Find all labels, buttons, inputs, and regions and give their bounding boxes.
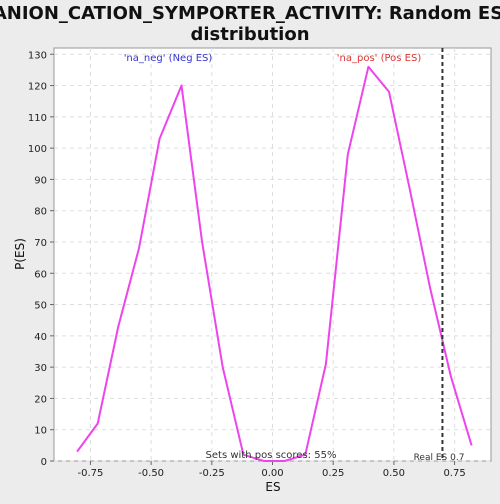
x-tick-label: 0.50 <box>383 468 405 479</box>
y-tick-label: 80 <box>34 207 47 218</box>
pos-es-label: 'na_pos' (Pos ES) <box>337 53 422 64</box>
y-tick-label: 70 <box>34 238 47 249</box>
y-tick-label: 30 <box>34 363 47 374</box>
y-tick-label: 50 <box>34 301 47 312</box>
y-axis-label: P(ES) <box>13 238 27 270</box>
x-tick-label: -0.50 <box>138 468 164 479</box>
plot-area <box>53 47 492 462</box>
x-tick-label: 0.00 <box>261 468 283 479</box>
pos-scores-note: Sets with pos scores: 55% <box>206 450 337 461</box>
distribution-line <box>76 65 473 462</box>
y-tick-label: 130 <box>28 50 47 61</box>
x-tick-label: -0.25 <box>199 468 225 479</box>
x-tick-label: 0.25 <box>322 468 344 479</box>
x-tick-label: 0.75 <box>443 468 465 479</box>
chart-title-line2: distribution <box>190 24 309 45</box>
axes: 0 10 20 30 40 50 60 70 80 90 100 110 120 130 -0.75 -0.5… <box>28 50 466 479</box>
y-tick-label: 20 <box>34 394 47 405</box>
grid <box>54 48 491 462</box>
neg-es-label: 'na_neg' (Neg ES) <box>124 53 213 64</box>
real-es-label: Real ES 0.7 <box>414 453 465 463</box>
y-tick-label: 120 <box>28 82 47 93</box>
series-curve <box>76 65 473 462</box>
chart-title-line1: ANION_CATION_SYMPORTER_ACTIVITY: Random … <box>0 3 500 24</box>
y-tick-label: 10 <box>34 426 47 437</box>
y-tick-label: 40 <box>34 332 47 343</box>
y-tick-label: 0 <box>41 457 47 468</box>
y-tick-label: 90 <box>34 175 47 186</box>
x-tick-label: -0.75 <box>77 468 103 479</box>
x-axis-label: ES <box>265 480 280 494</box>
y-tick-label: 110 <box>28 113 47 124</box>
y-tick-label: 60 <box>34 269 47 280</box>
y-tick-label: 100 <box>28 144 47 155</box>
